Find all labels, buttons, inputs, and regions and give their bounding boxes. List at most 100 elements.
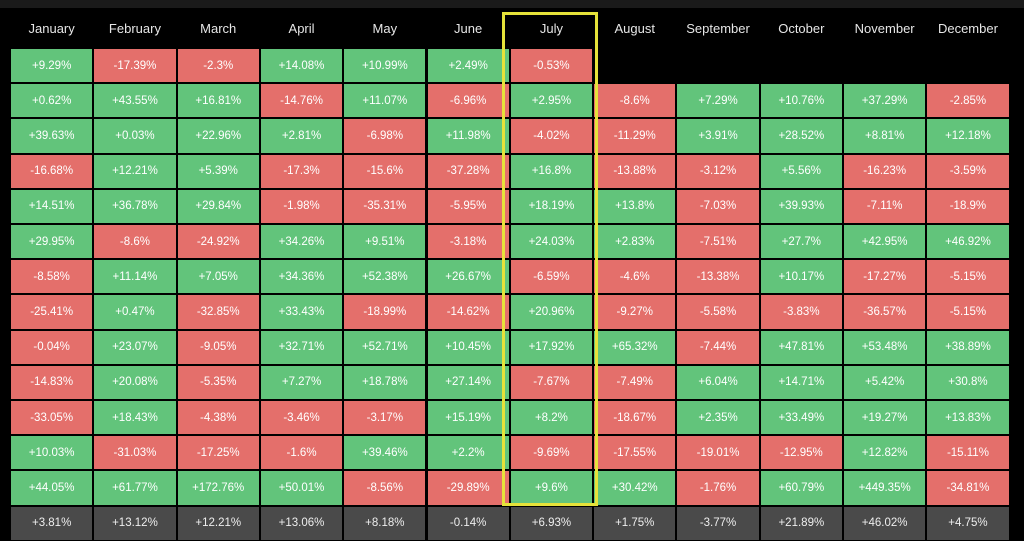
return-cell: -14.62%	[426, 294, 510, 330]
return-cell: -18.67%	[593, 400, 677, 436]
return-cell: +52.71%	[343, 329, 427, 365]
return-cell: +449.35%	[843, 470, 927, 506]
return-cell: +15.19%	[426, 400, 510, 436]
return-cell: +18.43%	[93, 400, 177, 436]
return-cell: -18.99%	[343, 294, 427, 330]
return-cell: -5.35%	[176, 364, 260, 400]
return-cell: +5.56%	[759, 153, 843, 189]
return-cell: +12.82%	[843, 435, 927, 471]
return-cell: +60.79%	[759, 470, 843, 506]
return-cell: +2.95%	[509, 83, 594, 119]
return-cell: +13.83%	[926, 400, 1010, 436]
return-cell: +34.36%	[259, 259, 344, 295]
return-cell: -3.59%	[926, 153, 1010, 189]
return-cell: -9.69%	[509, 435, 594, 471]
return-cell: -15.6%	[343, 153, 427, 189]
return-cell: +27.7%	[759, 224, 843, 260]
return-cell: +10.45%	[426, 329, 510, 365]
return-cell: +11.14%	[93, 259, 177, 295]
month-header: June	[454, 20, 483, 36]
average-cell: +13.06%	[259, 505, 344, 541]
average-cell: +1.75%	[593, 505, 677, 541]
return-cell: -0.04%	[10, 329, 94, 365]
month-header: April	[288, 20, 315, 36]
return-cell: +61.77%	[93, 470, 177, 506]
average-cell: +4.75%	[926, 505, 1010, 541]
return-cell: +3.91%	[676, 118, 760, 154]
return-cell: -6.59%	[509, 259, 594, 295]
return-cell: +27.14%	[426, 364, 510, 400]
return-cell: +10.03%	[10, 435, 94, 471]
return-cell: -35.31%	[343, 188, 427, 224]
return-cell: +24.03%	[509, 224, 594, 260]
return-cell: -5.15%	[926, 259, 1010, 295]
return-cell: +28.52%	[759, 118, 843, 154]
return-cell: +0.03%	[93, 118, 177, 154]
return-cell: +2.81%	[259, 118, 344, 154]
return-cell: +172.76%	[176, 470, 260, 506]
return-cell: +14.71%	[759, 364, 843, 400]
return-cell: +26.67%	[426, 259, 510, 295]
return-cell: +23.07%	[93, 329, 177, 365]
return-cell: +2.49%	[426, 48, 510, 84]
return-cell: -18.9%	[926, 188, 1010, 224]
month-header: February	[108, 20, 161, 36]
return-cell: -1.6%	[259, 435, 344, 471]
average-cell: -3.77%	[676, 505, 760, 541]
return-cell: -4.6%	[593, 259, 677, 295]
return-cell: +7.29%	[676, 83, 760, 119]
return-cell: +2.83%	[593, 224, 677, 260]
average-cell: +6.93%	[509, 505, 594, 541]
return-cell: -34.81%	[926, 470, 1010, 506]
average-cell: +46.02%	[843, 505, 927, 541]
return-cell: +34.26%	[259, 224, 344, 260]
return-cell: +9.6%	[509, 470, 594, 506]
return-cell: +10.17%	[759, 259, 843, 295]
average-cell: -0.14%	[426, 505, 510, 541]
return-cell: -17.55%	[593, 435, 677, 471]
return-cell: -3.46%	[259, 400, 344, 436]
return-cell: -8.6%	[593, 83, 677, 119]
return-cell: -9.05%	[176, 329, 260, 365]
return-cell: -7.11%	[843, 188, 927, 224]
return-cell: +39.93%	[759, 188, 843, 224]
return-cell: -14.76%	[259, 83, 344, 119]
return-cell: +10.76%	[759, 83, 843, 119]
return-cell: -17.25%	[176, 435, 260, 471]
return-cell: -32.85%	[176, 294, 260, 330]
month-header: January	[28, 20, 75, 36]
return-cell: -11.29%	[593, 118, 677, 154]
return-cell: -13.38%	[676, 259, 760, 295]
return-cell: -31.03%	[93, 435, 177, 471]
return-cell: +36.78%	[93, 188, 177, 224]
return-cell: +16.8%	[509, 153, 594, 189]
return-cell: +32.71%	[259, 329, 344, 365]
return-cell: +29.95%	[10, 224, 94, 260]
return-cell: -17.39%	[93, 48, 177, 84]
return-cell: +14.08%	[259, 48, 344, 84]
return-cell: -2.85%	[926, 83, 1010, 119]
return-cell: +11.98%	[426, 118, 510, 154]
return-cell: +44.05%	[10, 470, 94, 506]
return-cell: -8.56%	[343, 470, 427, 506]
return-cell: -33.05%	[10, 400, 94, 436]
return-cell: -0.53%	[509, 48, 594, 84]
return-cell: +33.49%	[759, 400, 843, 436]
return-cell: +13.8%	[593, 188, 677, 224]
return-cell: +19.27%	[843, 400, 927, 436]
return-cell: -4.38%	[176, 400, 260, 436]
return-cell: -7.03%	[676, 188, 760, 224]
return-cell: -12.95%	[759, 435, 843, 471]
return-cell: -17.27%	[843, 259, 927, 295]
average-cell: +13.12%	[93, 505, 177, 541]
return-cell: +16.81%	[176, 83, 260, 119]
return-cell: +7.27%	[259, 364, 344, 400]
return-cell: +12.21%	[93, 153, 177, 189]
return-cell: -3.12%	[676, 153, 760, 189]
return-cell: +46.92%	[926, 224, 1010, 260]
return-cell: -1.98%	[259, 188, 344, 224]
return-cell: +14.51%	[10, 188, 94, 224]
return-cell: +12.18%	[926, 118, 1010, 154]
return-cell: +7.05%	[176, 259, 260, 295]
return-cell: -3.83%	[759, 294, 843, 330]
